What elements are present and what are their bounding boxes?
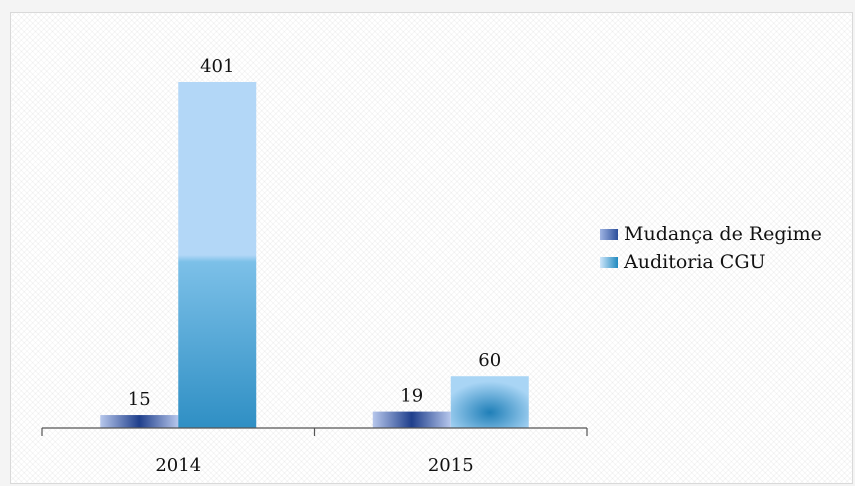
legend-swatch-icon — [600, 229, 618, 240]
legend-swatch-icon — [600, 257, 618, 268]
bar-mudan-a-de-regime-2014 — [100, 415, 178, 428]
data-label: 60 — [478, 350, 501, 371]
bar-auditoria-cgu-2014 — [178, 82, 256, 428]
legend: Mudança de Regime Auditoria CGU — [600, 220, 822, 276]
data-label: 401 — [200, 56, 234, 77]
bar-mudan-a-de-regime-2015 — [373, 412, 451, 428]
legend-label: Auditoria CGU — [624, 251, 766, 273]
data-label: 15 — [128, 389, 151, 410]
bar-auditoria-cgu-2015 — [451, 376, 529, 428]
legend-label: Mudança de Regime — [624, 223, 822, 245]
x-tick-label: 2015 — [428, 455, 474, 476]
legend-item-mudanca-de-regime: Mudança de Regime — [600, 220, 822, 248]
legend-item-auditoria-cgu: Auditoria CGU — [600, 248, 822, 276]
data-label: 19 — [400, 386, 423, 407]
x-tick-label: 2014 — [155, 455, 201, 476]
